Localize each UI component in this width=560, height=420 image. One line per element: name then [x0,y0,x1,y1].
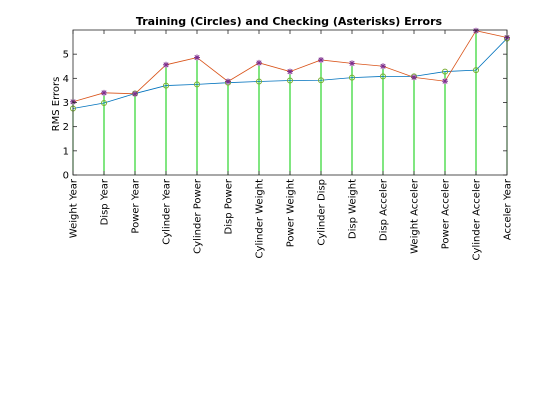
chart-title: Training (Circles) and Checking (Asteris… [136,15,443,28]
asterisk-marker [318,56,324,63]
circle-marker [101,99,107,106]
x-tick-label: Acceler Year [503,178,514,240]
plot-area: 0 1 2 3 4 5 Weight Year Disp Year Power Year Cyli… [63,27,514,260]
asterisk-marker [349,60,355,67]
asterisk-marker [101,89,107,96]
circle-marker [473,67,479,74]
asterisk-marker [194,54,200,61]
circle-marker [287,77,293,84]
x-tick-label: Cylinder Acceler [472,178,483,260]
asterisk-marker [256,59,262,66]
circle-marker [256,78,262,85]
y-tick-label: 3 [63,98,69,109]
y-axis-label: RMS Errors [51,77,62,132]
series-line-1 [72,38,508,109]
y-tick-label: 5 [63,50,69,61]
x-tick-label: Cylinder Weight [255,179,266,259]
x-tick-label: Power Acceler [441,178,452,249]
x-tick-label: Cylinder Power [193,178,204,254]
circle-marker [318,77,324,84]
circle-marker [442,68,448,75]
y-tick-label: 0 [63,171,69,182]
asterisk-marker [225,78,231,85]
circle-marker [349,74,355,81]
asterisk-marker [380,63,386,70]
asterisk-marker [442,78,448,85]
x-tick-label: Disp Power [224,178,235,234]
x-tick-label: Disp Weight [348,179,359,239]
circle-marker [163,82,169,89]
x-tick-label: Cylinder Year [162,178,173,245]
x-tick-label: Disp Year [100,178,111,225]
x-tick-label: Power Weight [286,179,297,247]
circle-marker [380,73,386,80]
x-tick-label: Weight Year [69,178,80,238]
asterisk-marker [132,90,138,97]
asterisk-marker [411,74,417,81]
x-tick-label: Disp Acceler [379,178,390,241]
circle-marker [194,81,200,88]
asterisk-marker [163,61,169,68]
x-tick-label: Weight Acceler [410,178,421,254]
asterisk-marker [287,68,293,75]
y-tick-label: 4 [63,74,69,85]
y-tick-label: 2 [63,122,69,133]
x-tick-label: Cylinder Disp [317,179,328,246]
y-tick-label: 1 [63,146,69,157]
x-tick-label: Power Year [131,178,142,233]
